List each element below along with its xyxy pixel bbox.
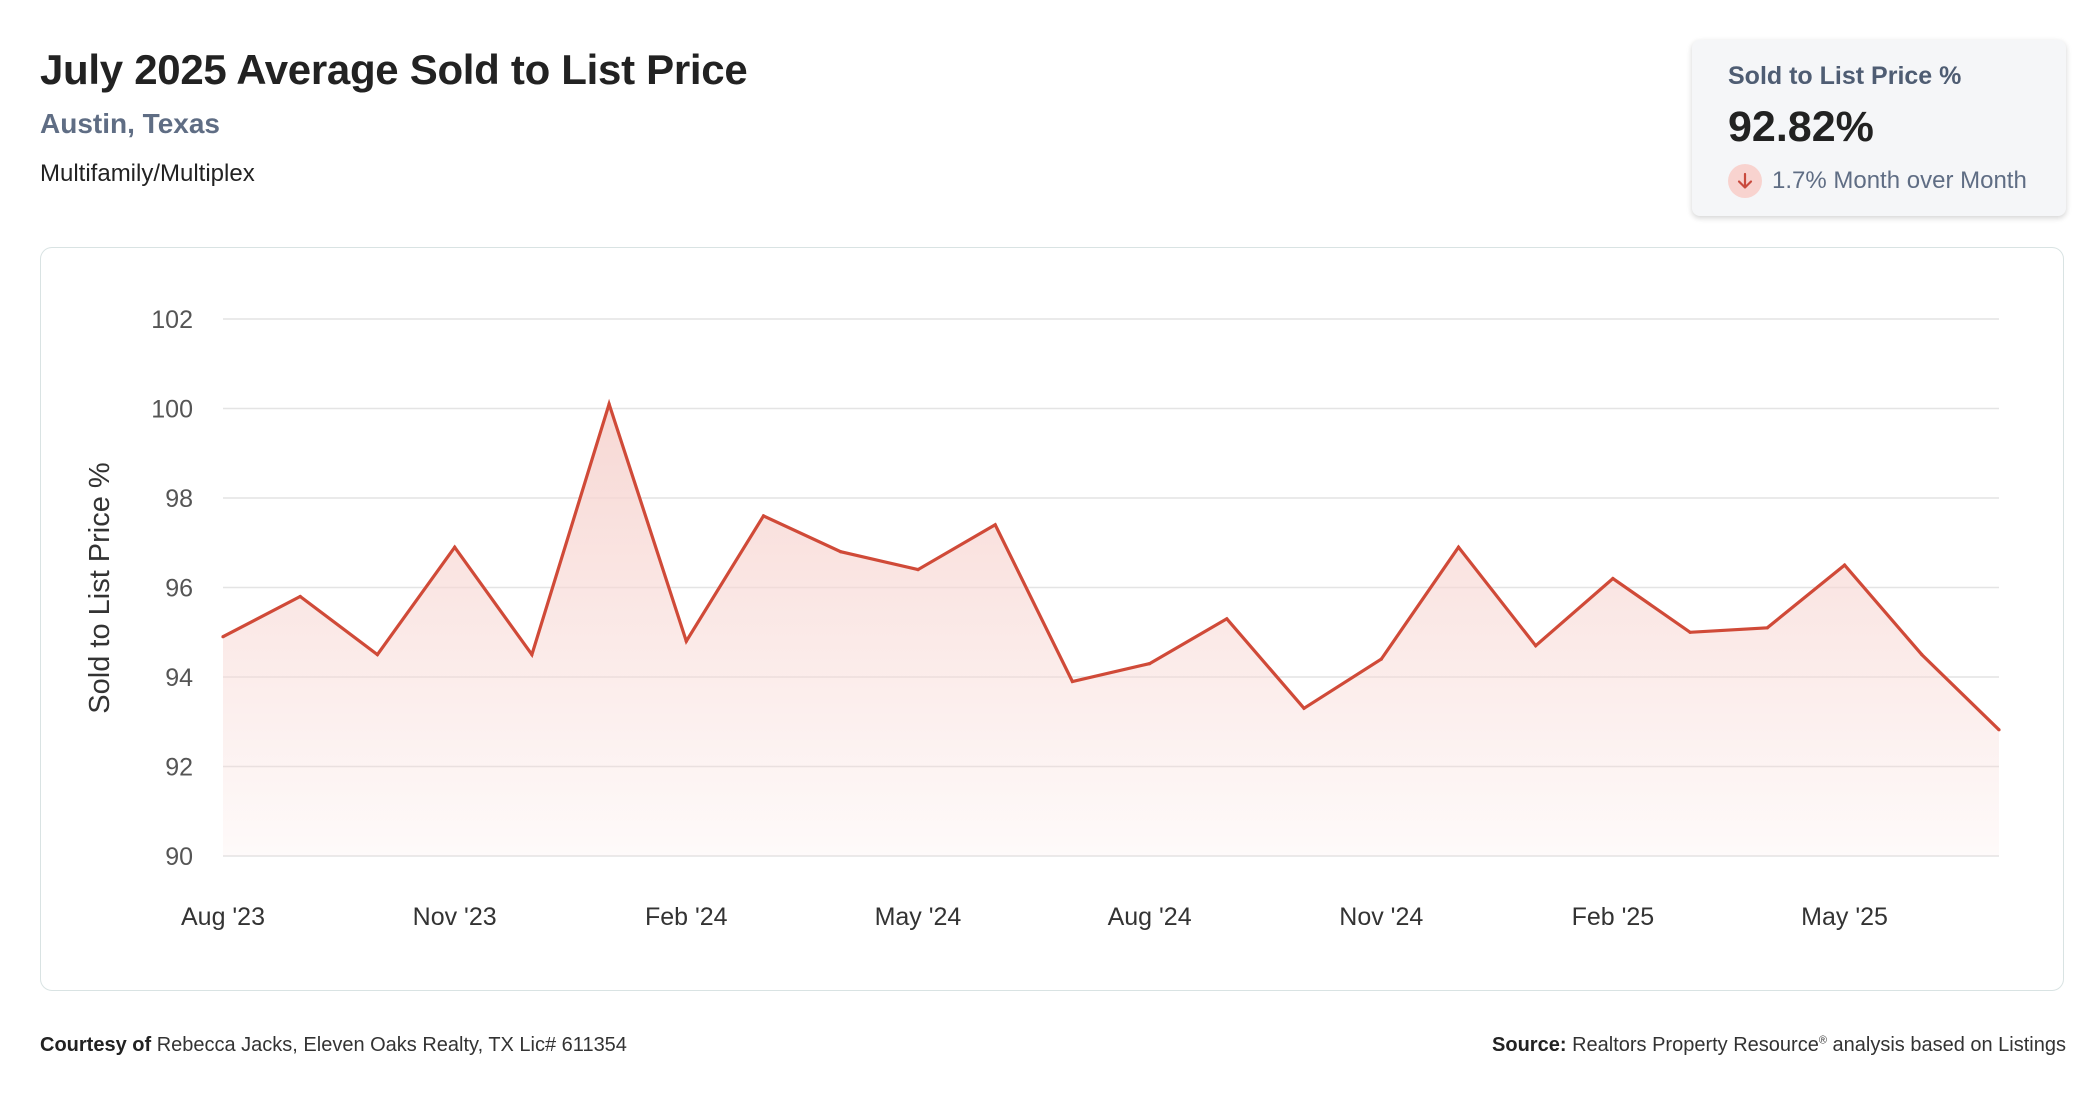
y-tick-label: 100 [151, 396, 193, 424]
kpi-card: Sold to List Price % 92.82% 1.7% Month o… [1692, 40, 2066, 216]
x-tick-label: Feb '25 [1572, 903, 1655, 931]
line-chart: 90 92 94 96 98 100 102 Aug '23 Nov '23 Feb '24 May… [84, 306, 2001, 931]
courtesy-label: Courtesy of [40, 1034, 152, 1056]
y-tick-label: 90 [165, 843, 193, 871]
data-point [993, 523, 997, 527]
y-tick-label: 96 [165, 575, 193, 603]
data-point [1843, 563, 1847, 567]
kpi-change: 1.7% Month over Month [1728, 164, 2066, 198]
data-point [1765, 626, 1769, 630]
data-point [221, 635, 225, 639]
data-point [1611, 576, 1615, 581]
data-point [839, 550, 843, 554]
location-subtitle: Austin, Texas [40, 108, 220, 139]
source-text: Realtors Property Resource [1572, 1034, 1819, 1056]
source-credit: Source: Realtors Property Resource® anal… [1492, 1034, 2066, 1057]
x-tick-label: Feb '24 [645, 903, 728, 931]
data-point [530, 653, 534, 657]
data-point [1920, 653, 1924, 657]
data-point [298, 594, 302, 599]
data-point [761, 514, 766, 518]
series-area [223, 404, 1999, 856]
source-label: Source: [1492, 1034, 1567, 1056]
kpi-value: 92.82% [1728, 103, 1874, 151]
courtesy-credit: Courtesy of Rebecca Jacks, Eleven Oaks R… [40, 1034, 627, 1057]
x-tick-label: May '24 [875, 903, 962, 931]
source-text-post: analysis based on Listings [1832, 1034, 2066, 1056]
data-point [607, 402, 611, 406]
y-tick-label: 102 [151, 306, 193, 334]
page-title: July 2025 Average Sold to List Price [40, 46, 748, 93]
courtesy-text: Rebecca Jacks, Eleven Oaks Realty, TX Li… [156, 1034, 627, 1056]
y-axis-label: Sold to List Price % [84, 462, 116, 713]
data-point [1456, 545, 1461, 549]
data-point [916, 568, 920, 572]
x-tick-label: Nov '24 [1339, 903, 1423, 931]
data-point [1225, 617, 1229, 621]
x-tick-label: Aug '24 [1108, 903, 1192, 931]
arrow-down-icon [1728, 164, 1762, 198]
kpi-label: Sold to List Price % [1728, 62, 1962, 90]
y-tick-label: 94 [165, 664, 193, 692]
y-tick-label: 98 [165, 485, 193, 513]
y-tick-label: 92 [165, 754, 193, 782]
x-tick-label: Nov '23 [413, 903, 497, 931]
data-point [684, 639, 688, 643]
chart-panel: 90 92 94 96 98 100 102 Aug '23 Nov '23 Feb '24 May… [40, 247, 2064, 991]
x-tick-label: Aug '23 [181, 903, 265, 931]
registered-mark: ® [1818, 1034, 1827, 1047]
data-point [1379, 657, 1383, 661]
data-point [1302, 706, 1306, 710]
property-category: Multifamily/Multiplex [40, 160, 255, 187]
x-tick-label: May '25 [1801, 903, 1888, 931]
data-point [1688, 630, 1692, 634]
data-point [1997, 728, 2001, 732]
data-point [453, 545, 457, 549]
data-point [1070, 679, 1074, 684]
data-point [375, 653, 379, 657]
data-point [1148, 662, 1152, 666]
kpi-change-text: 1.7% Month over Month [1772, 167, 2027, 194]
series-line [222, 398, 2001, 731]
data-point [1534, 644, 1538, 648]
